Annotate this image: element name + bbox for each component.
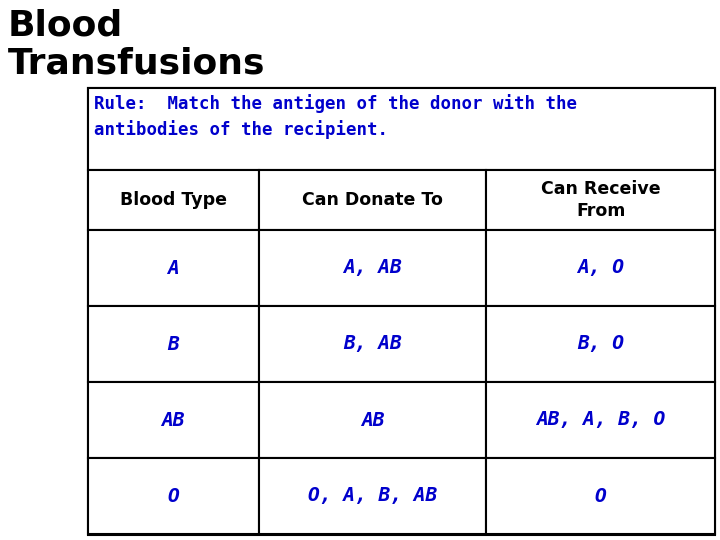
Bar [88, 306, 258, 382]
Bar [258, 458, 486, 534]
Bar [486, 230, 715, 306]
Text: Rule:  Match the antigen of the donor with the
antibodies of the recipient.: Rule: Match the antigen of the donor wit… [94, 94, 577, 139]
Text: O, A, B, AB: O, A, B, AB [307, 487, 437, 505]
Bar [486, 306, 715, 382]
Text: A: A [167, 259, 179, 278]
Text: Blood Type: Blood Type [120, 191, 227, 209]
Bar [486, 458, 715, 534]
Bar [88, 458, 258, 534]
Text: Transfusions: Transfusions [8, 46, 266, 80]
Bar [88, 170, 258, 230]
Bar [258, 306, 486, 382]
Bar [258, 230, 486, 306]
Bar [258, 170, 486, 230]
Text: AB, A, B, O: AB, A, B, O [536, 410, 665, 429]
Bar [486, 170, 715, 230]
Text: O: O [595, 487, 606, 505]
Bar [88, 88, 715, 535]
Text: AB: AB [361, 410, 384, 429]
Text: A, O: A, O [577, 259, 624, 278]
Text: Can Donate To: Can Donate To [302, 191, 443, 209]
Text: A, AB: A, AB [343, 259, 402, 278]
Bar [88, 382, 258, 458]
Text: AB: AB [161, 410, 185, 429]
Text: B, AB: B, AB [343, 334, 402, 354]
Bar [258, 382, 486, 458]
Text: B, O: B, O [577, 334, 624, 354]
Text: B: B [167, 334, 179, 354]
Bar [486, 382, 715, 458]
Text: O: O [167, 487, 179, 505]
Text: Can Receive
From: Can Receive From [541, 180, 660, 220]
Bar [88, 88, 715, 170]
Text: Blood: Blood [8, 8, 123, 42]
Bar [88, 230, 258, 306]
